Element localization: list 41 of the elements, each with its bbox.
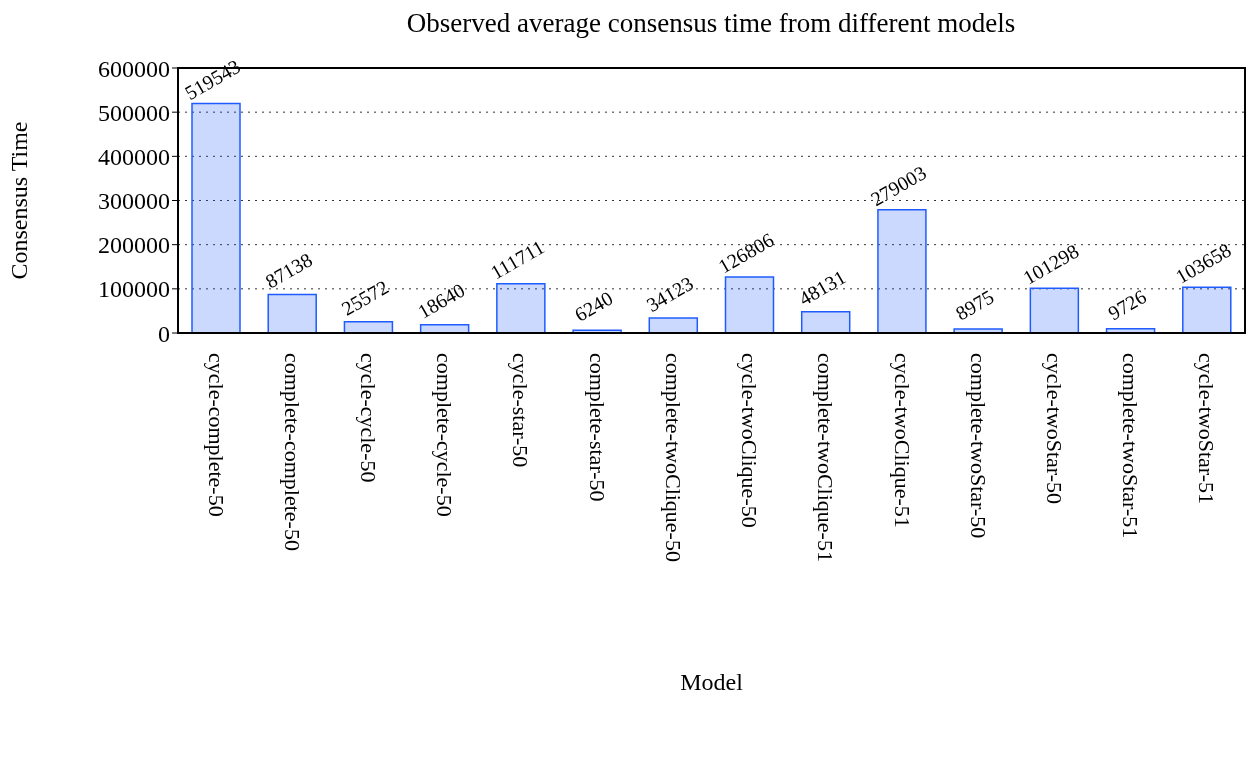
bar (648, 317, 699, 333)
y-tick-label: 500000 (98, 99, 170, 126)
x-tick-label: complete-twoClique-51 (813, 353, 839, 562)
x-tick-label: complete-twoStar-51 (1118, 353, 1144, 539)
x-axis-title: Model (680, 669, 744, 695)
data-label: 34123 (642, 271, 697, 316)
bar (496, 282, 546, 333)
data-label: 18640 (413, 278, 469, 323)
data-label: 87138 (261, 248, 316, 293)
bar (1182, 286, 1232, 333)
y-tick-label: 200000 (98, 232, 170, 259)
x-tick-label: complete-twoClique-50 (660, 353, 686, 562)
x-tick-label: cycle-twoClique-50 (737, 353, 763, 528)
x-tick-label: cycle-twoStar-50 (1041, 353, 1067, 505)
bar (267, 293, 317, 333)
x-tick-label: cycle-twoStar-51 (1194, 353, 1220, 505)
y-tick-label: 100000 (98, 276, 170, 303)
y-tick-label: 0 (158, 320, 170, 347)
data-label: 8975 (951, 285, 998, 325)
y-tick-label: 600000 (98, 55, 170, 82)
x-tick-label: cycle-twoClique-51 (889, 353, 915, 528)
data-label: 6240 (570, 286, 617, 326)
x-tick-label: complete-complete-50 (279, 353, 305, 551)
data-label: 9726 (1104, 285, 1150, 325)
x-tick-label: complete-cycle-50 (432, 353, 458, 517)
chart-title: Observed average consensus time from different models (406, 8, 1016, 38)
x-tick-label: cycle-complete-50 (203, 353, 229, 517)
x-tick-label: complete-twoStar-50 (965, 353, 991, 539)
x-tick-label: cycle-cycle-50 (356, 353, 382, 483)
y-tick-label: 300000 (98, 188, 170, 215)
y-tick-label: 400000 (98, 143, 170, 170)
y-axis-title: Consensus Time (5, 121, 32, 280)
bar (343, 320, 394, 333)
bar (1029, 287, 1080, 333)
bar (877, 209, 927, 333)
bar (800, 310, 851, 333)
bar (191, 102, 241, 333)
data-label: 48131 (795, 265, 850, 310)
x-tick-label: complete-star-50 (584, 353, 610, 502)
bar (724, 276, 775, 333)
x-tick-label: cycle-star-50 (508, 353, 534, 468)
